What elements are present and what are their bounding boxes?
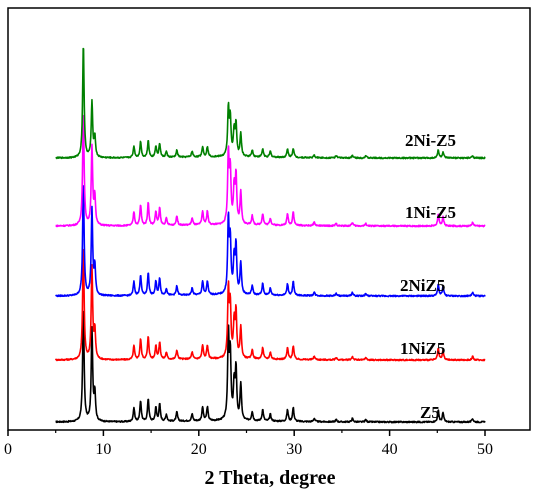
x-tick-label-0: 0 [4,441,12,458]
x-tick-label-10: 10 [95,441,111,458]
x-axis-title: 2 Theta, degree [205,467,336,489]
series-line-1niz5 [54,248,486,362]
series-label-2niz5: 2NiZ5 [400,276,445,295]
series-label-1niz5: 1NiZ5 [400,339,445,358]
plot-frame [7,7,531,431]
series-label-1ni-z5: 1Ni-Z5 [405,203,456,222]
x-tick-label-20: 20 [191,441,207,458]
series-traces [54,47,486,424]
series-label-z5: Z5 [420,403,440,422]
x-tick-label-30: 30 [286,441,302,458]
series-labels: Z5 1NiZ5 2NiZ5 1Ni-Z5 2Ni-Z5 [400,131,456,422]
series-line-z5 [55,310,486,424]
series-line-2ni-z5 [55,47,486,160]
series-line-2niz5 [55,185,486,298]
x-tick-label-40: 40 [382,441,398,458]
series-line-1ni-z5 [55,114,486,228]
series-label-2ni-z5: 2Ni-Z5 [405,131,456,150]
x-tick-label-50: 50 [477,441,493,458]
x-axis-ticks: 0 10 20 30 40 50 [4,430,493,458]
